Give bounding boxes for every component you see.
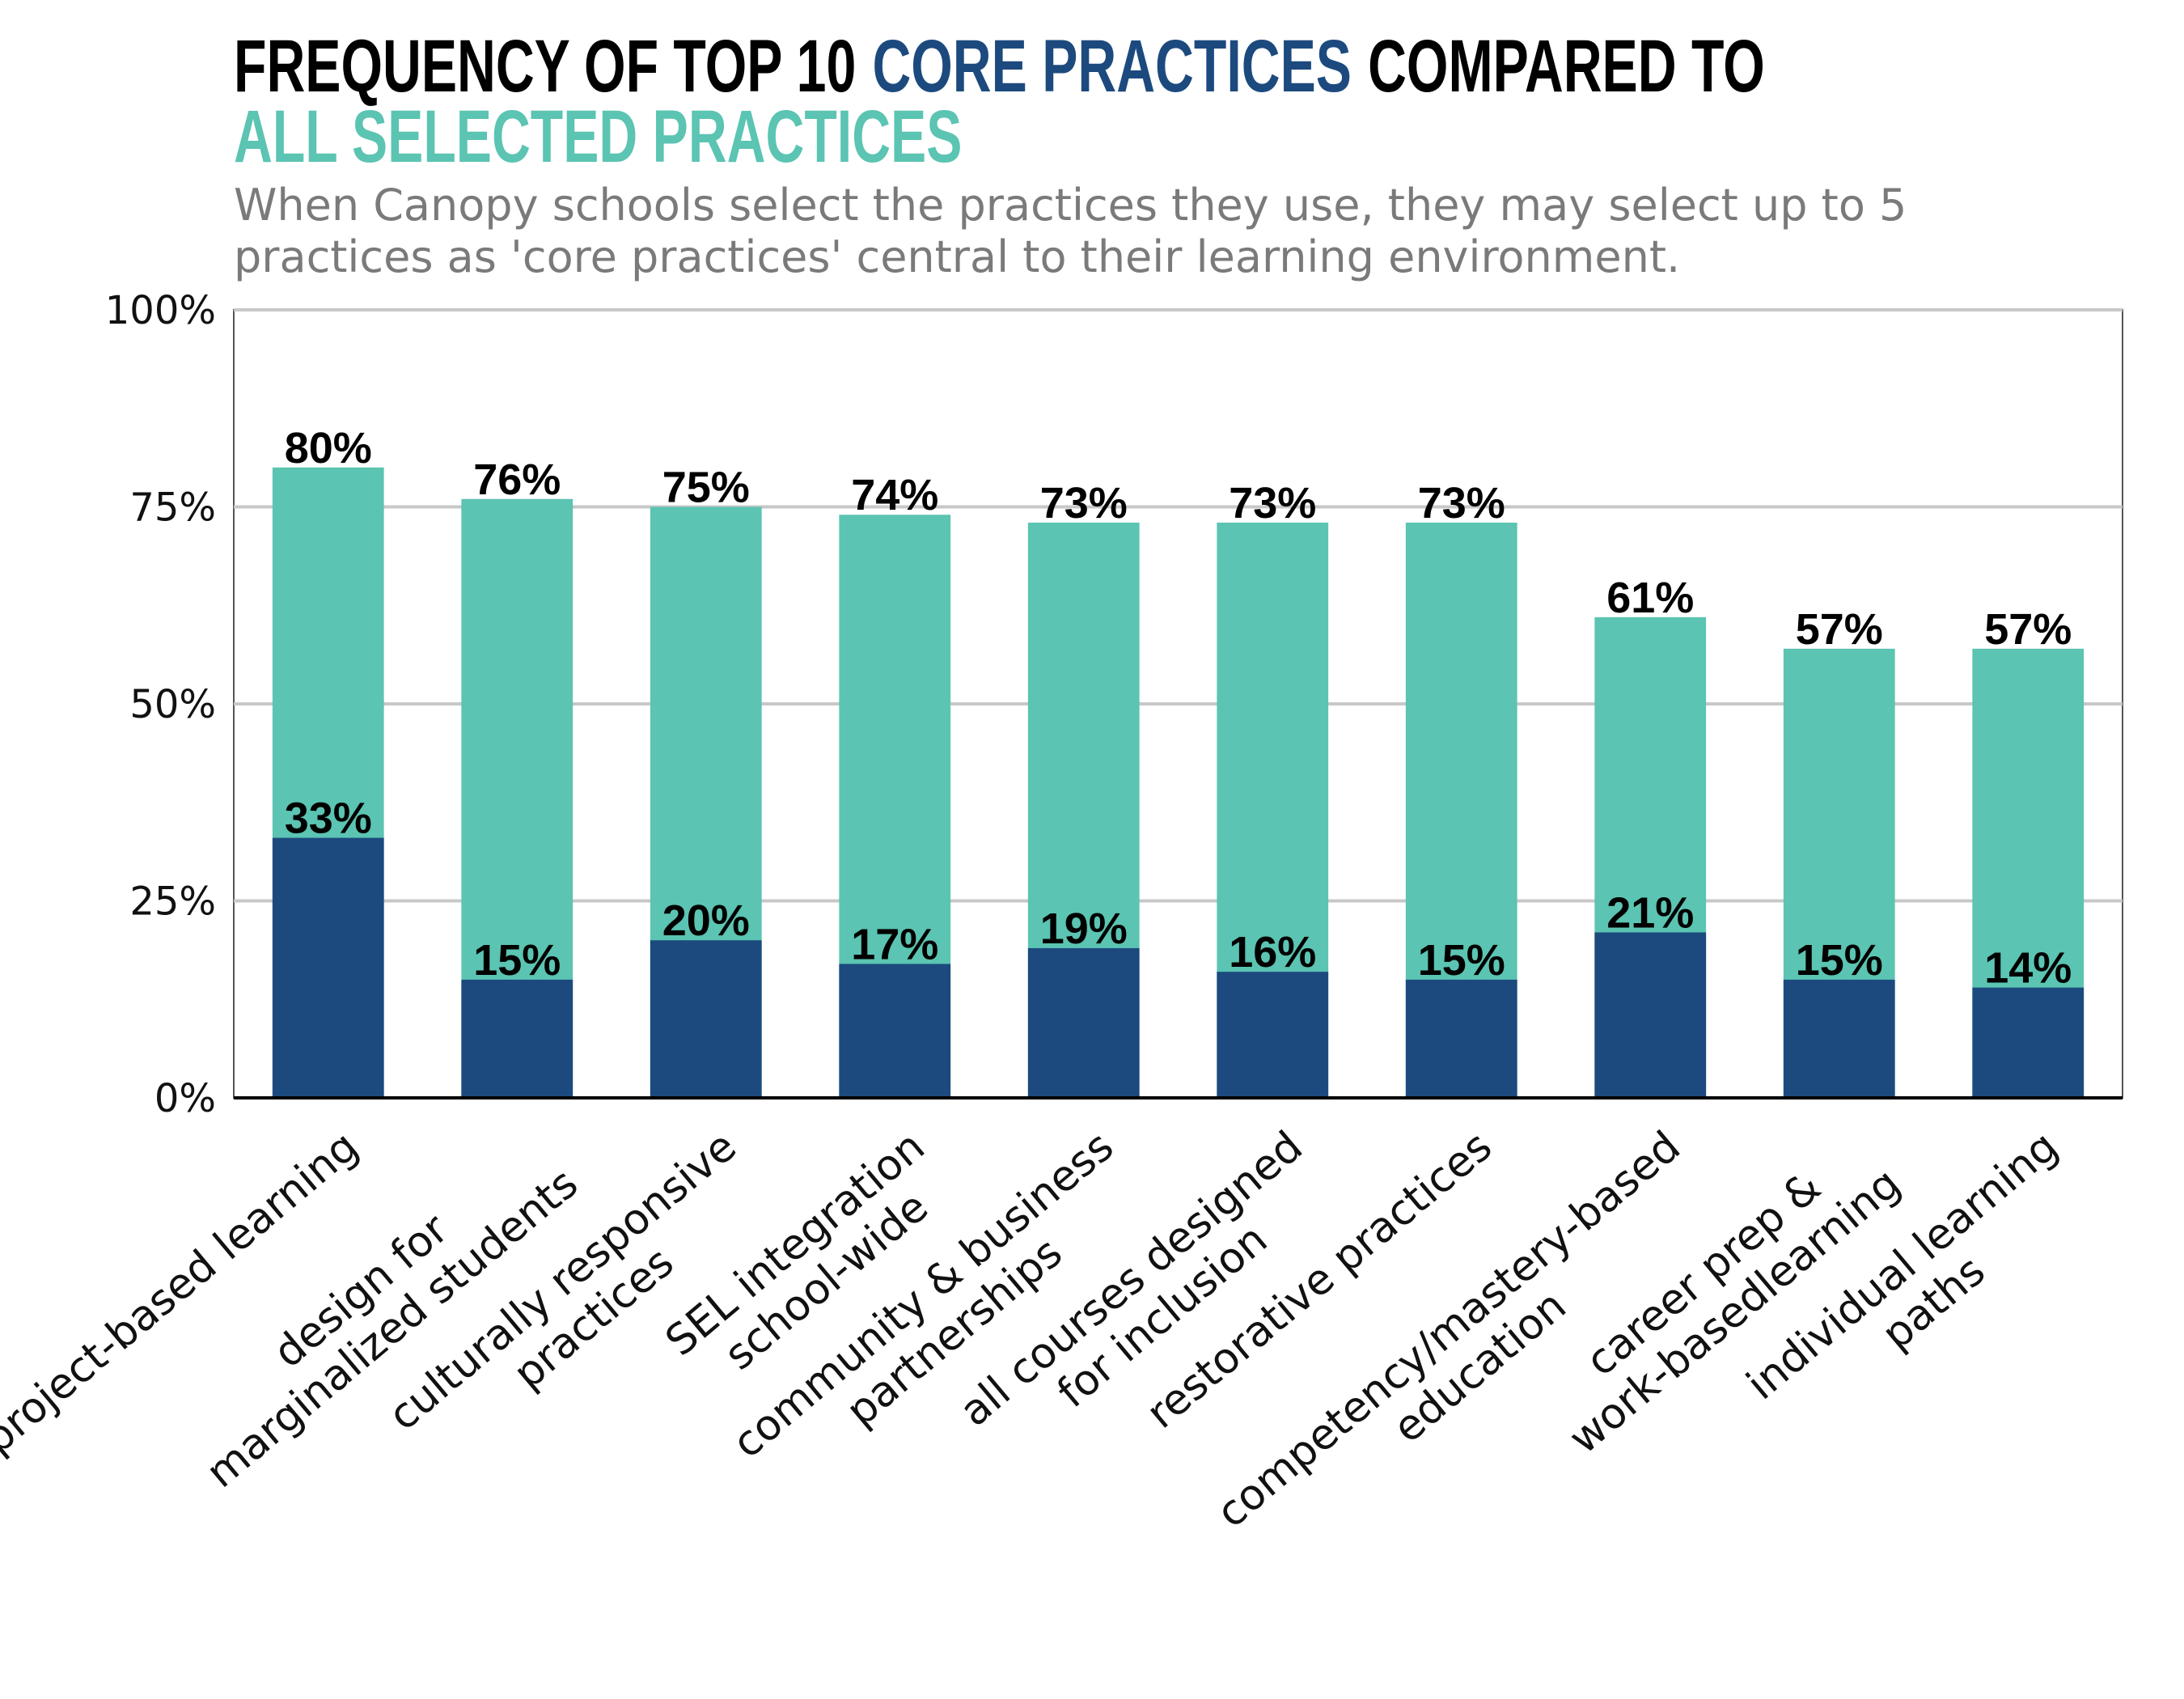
bar: [1594, 932, 1707, 1098]
bar: [1783, 979, 1895, 1098]
bar: [839, 964, 951, 1098]
bar: [461, 979, 574, 1098]
value-label: 33%: [285, 794, 372, 843]
value-label: 19%: [1040, 905, 1128, 953]
title-part: COMPARED TO: [1368, 23, 1765, 107]
bar: [1027, 947, 1140, 1098]
value-label: 21%: [1606, 888, 1694, 937]
value-label: 57%: [1796, 605, 1883, 654]
value-label: 20%: [662, 896, 750, 945]
value-label: 15%: [1796, 936, 1883, 985]
value-label: 75%: [662, 464, 750, 512]
value-label: 74%: [851, 471, 938, 519]
title-line: FREQUENCY OF TOP 10 CORE PRACTICES COMPARE…: [234, 23, 1765, 107]
y-tick-label: 25%: [129, 879, 216, 925]
bar: [650, 940, 762, 1098]
value-label: 16%: [1229, 928, 1316, 977]
bar: [1405, 979, 1517, 1098]
bar: [272, 837, 384, 1098]
subtitle: When Canopy schools select the practices…: [234, 180, 1907, 231]
value-label: 14%: [1984, 944, 2072, 993]
title-part: FREQUENCY OF TOP 10: [234, 23, 856, 107]
y-tick-label: 100%: [105, 288, 216, 333]
bar: [1972, 987, 2085, 1098]
value-label: 73%: [1040, 479, 1128, 527]
value-label: 76%: [473, 455, 561, 504]
value-label: 57%: [1984, 605, 2072, 654]
title: FREQUENCY OF TOP 10 CORE PRACTICES COMPARE…: [234, 23, 1765, 177]
value-label: 61%: [1606, 574, 1694, 622]
value-label: 73%: [1229, 479, 1316, 527]
title-part: CORE PRACTICES: [872, 23, 1352, 107]
bar: [1217, 972, 1329, 1098]
value-label: 73%: [1418, 479, 1505, 527]
value-label: 15%: [473, 936, 561, 985]
y-tick-label: 0%: [154, 1076, 216, 1121]
value-label: 80%: [285, 424, 372, 472]
value-label: 15%: [1418, 936, 1505, 985]
y-tick-label: 75%: [129, 485, 216, 531]
subtitle: practices as 'core practices' central to…: [234, 231, 1680, 282]
value-label: 17%: [851, 920, 938, 968]
title-line: ALL SELECTED PRACTICES: [234, 94, 962, 177]
y-tick-label: 50%: [129, 682, 216, 727]
